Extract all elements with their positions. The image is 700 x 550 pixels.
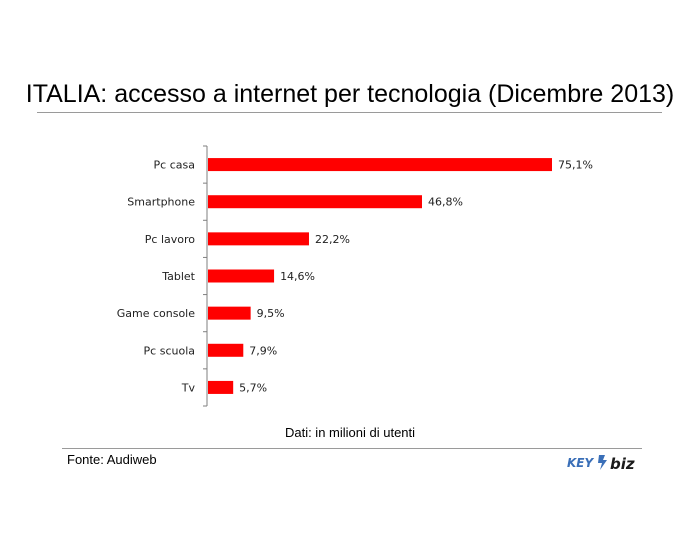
logo-key-text: KEY [567,456,594,470]
category-label: Smartphone [127,196,195,209]
value-label: 7,9% [249,344,277,357]
category-label: Tv [181,381,196,394]
category-label: Pc lavoro [145,233,195,246]
bar-pc-lavoro [208,232,309,246]
chart-title: ITALIA: accesso a internet per tecnologi… [25,80,675,108]
bar-game-console [208,306,251,320]
logo-biz-text: biz [610,455,635,473]
footer-divider [62,448,642,449]
key4biz-logo: KEY biz [567,455,635,473]
title-divider [37,112,662,113]
bars [208,158,552,394]
value-label: 46,8% [428,196,463,209]
bar-tv [208,380,234,394]
value-label: 22,2% [315,233,350,246]
category-label: Pc scuola [144,344,195,357]
category-labels: Pc casa Smartphone Pc lavoro Tablet Game con… [117,159,196,395]
bar-tablet [208,269,275,283]
value-label: 75,1% [558,159,593,172]
category-label: Tablet [161,270,195,283]
chart-note: Dati: in milioni di utenti [284,425,416,440]
value-label: 14,6% [280,270,315,283]
category-label: Game console [117,307,196,320]
category-label: Pc casa [154,159,195,172]
bar-pc-scuola [208,343,244,357]
value-label: 5,7% [239,381,267,394]
y-axis-ticks [203,145,207,407]
bar-smartphone [208,195,422,209]
source-label: Fonte: Audiweb [67,452,157,467]
value-labels: 75,1% 46,8% 22,2% 14,6% 9,5% 7,9% 5,7% [239,159,593,395]
bar-pc-casa [208,158,552,172]
value-label: 9,5% [257,307,285,320]
